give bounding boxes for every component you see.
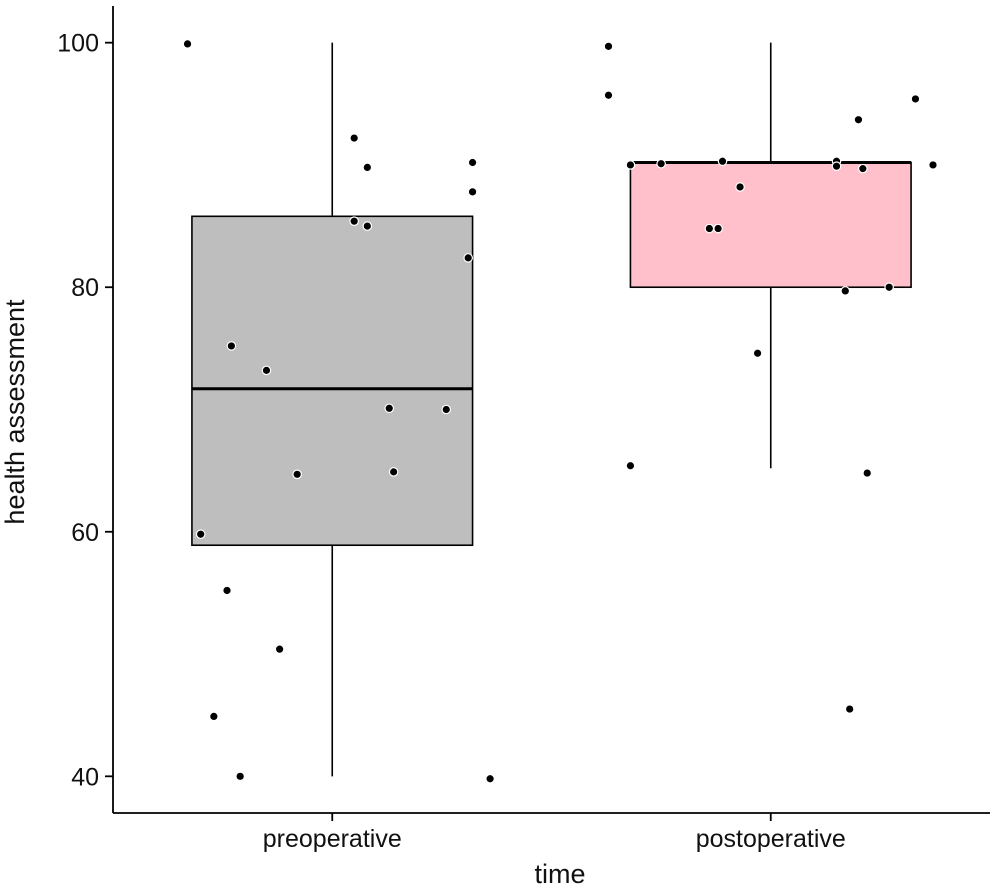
box-iqr — [629, 161, 912, 289]
data-point — [625, 160, 636, 170]
data-point — [362, 162, 373, 173]
data-point — [384, 403, 395, 414]
data-point — [209, 711, 219, 722]
data-point — [704, 223, 715, 234]
data-point — [831, 161, 842, 171]
data-point — [603, 41, 614, 52]
data-point — [349, 133, 359, 143]
data-point — [928, 160, 938, 170]
data-point — [625, 460, 636, 471]
data-point — [844, 704, 855, 714]
x-ticks-layer: preoperative postoperative — [263, 813, 846, 853]
data-point — [388, 467, 399, 477]
data-point — [349, 216, 359, 226]
data-point — [261, 365, 272, 376]
data-point — [441, 404, 452, 415]
data-point — [182, 39, 193, 49]
data-point — [195, 529, 206, 540]
data-point — [853, 114, 864, 125]
box-iqr — [191, 215, 474, 547]
data-point — [858, 163, 868, 174]
data-point — [713, 223, 723, 234]
data-point — [910, 94, 921, 104]
x-tick-label: postoperative — [696, 825, 846, 853]
data-point — [467, 157, 478, 168]
x-tick-label: preoperative — [263, 825, 402, 853]
y-tick-label: 100 — [57, 30, 99, 58]
data-point — [362, 221, 373, 231]
points-layer — [182, 39, 938, 784]
y-ticks-layer: 40 60 80 100 — [57, 30, 113, 791]
boxes-layer — [191, 42, 912, 777]
data-point — [884, 282, 894, 293]
data-point — [222, 585, 232, 596]
data-point — [274, 644, 285, 654]
y-tick-label: 80 — [71, 274, 99, 302]
data-point — [752, 348, 763, 359]
y-tick-label: 60 — [71, 519, 99, 547]
data-point — [292, 469, 302, 480]
y-tick-label: 40 — [71, 763, 99, 791]
data-point — [717, 156, 728, 167]
y-axis-title: health assessment — [0, 299, 30, 525]
data-point — [603, 90, 614, 101]
data-point — [467, 187, 478, 197]
data-point — [463, 253, 473, 263]
axes-layer — [112, 6, 990, 814]
data-point — [485, 773, 495, 784]
data-point — [862, 468, 873, 478]
data-point — [656, 158, 666, 169]
data-point — [840, 286, 851, 296]
data-point — [226, 341, 237, 351]
x-axis-title: time — [534, 859, 585, 889]
data-point — [235, 771, 245, 782]
data-point — [735, 182, 745, 192]
